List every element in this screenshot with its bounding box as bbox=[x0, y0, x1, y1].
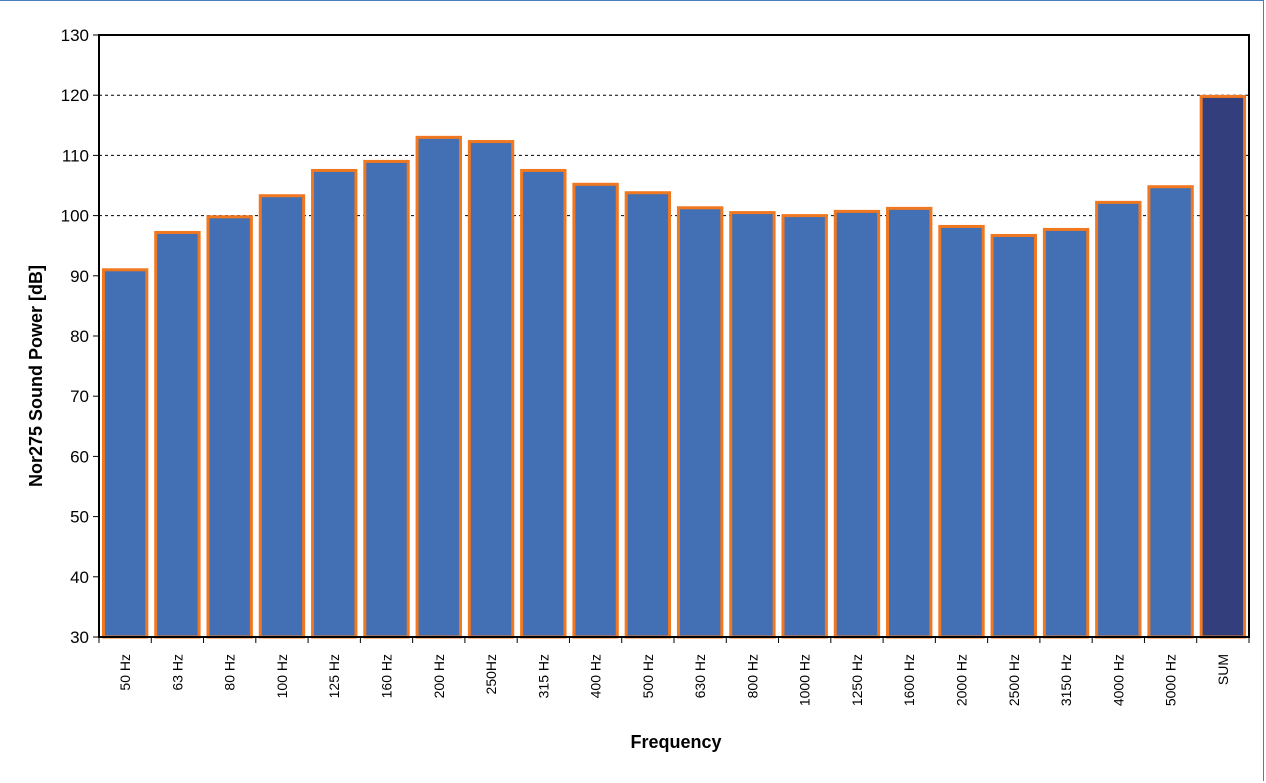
bar bbox=[990, 233, 1037, 639]
bar bbox=[363, 159, 410, 639]
y-axis-title: Nor275 Sound Power [dB] bbox=[26, 265, 46, 487]
x-category-label: 160 Hz bbox=[379, 654, 395, 698]
x-category-label: 80 Hz bbox=[222, 654, 238, 691]
x-category-label: 50 Hz bbox=[117, 654, 133, 691]
bar bbox=[1147, 185, 1194, 639]
x-category-label: 400 Hz bbox=[588, 654, 604, 698]
y-tick-label: 60 bbox=[70, 447, 89, 466]
x-category-label: 2500 Hz bbox=[1006, 654, 1022, 706]
y-tick-label: 100 bbox=[61, 207, 89, 226]
bar bbox=[938, 224, 985, 639]
bar bbox=[886, 206, 933, 639]
bar bbox=[101, 268, 149, 639]
y-tick-label: 110 bbox=[62, 146, 89, 165]
y-tick-label: 130 bbox=[61, 26, 89, 45]
bars bbox=[101, 94, 1247, 639]
bar bbox=[624, 191, 672, 639]
x-category-label: 5000 Hz bbox=[1163, 654, 1179, 706]
bar bbox=[311, 168, 358, 639]
y-axis-ticks: 30 40 50 60 70 80 90 100 110 120 130 bbox=[61, 26, 99, 647]
x-category-label: 500 Hz bbox=[640, 654, 656, 698]
y-tick-label: 80 bbox=[70, 327, 89, 346]
bar bbox=[729, 211, 776, 639]
x-category-label: 800 Hz bbox=[744, 654, 760, 698]
x-category-label: 630 Hz bbox=[692, 654, 708, 698]
bar bbox=[572, 182, 619, 639]
bar bbox=[206, 215, 253, 639]
x-category-label: 1250 Hz bbox=[849, 654, 865, 706]
bar bbox=[415, 135, 462, 639]
bar bbox=[1095, 200, 1142, 639]
x-category-label: 2000 Hz bbox=[954, 654, 970, 706]
x-category-label: 4000 Hz bbox=[1110, 654, 1126, 706]
y-tick-label: 90 bbox=[70, 267, 89, 286]
x-axis-title: Frequency bbox=[630, 732, 721, 752]
x-category-label: 3150 Hz bbox=[1058, 654, 1074, 706]
x-category-label: 250Hz bbox=[483, 654, 499, 694]
y-tick-label: 30 bbox=[70, 628, 89, 647]
bar bbox=[676, 206, 724, 639]
bar bbox=[258, 194, 306, 639]
y-tick-label: 50 bbox=[70, 508, 89, 527]
x-category-label: 63 Hz bbox=[169, 654, 185, 691]
y-tick-label: 120 bbox=[61, 86, 89, 105]
bar bbox=[154, 230, 201, 639]
bar bbox=[833, 209, 881, 639]
x-category-label: 315 Hz bbox=[535, 654, 551, 698]
x-category-label: 1600 Hz bbox=[901, 654, 917, 706]
y-tick-label: 40 bbox=[70, 568, 89, 587]
x-category-label: 125 Hz bbox=[326, 654, 342, 698]
x-category-label: 100 Hz bbox=[274, 654, 290, 698]
bar-sum bbox=[1199, 94, 1247, 639]
x-category-label: 200 Hz bbox=[431, 654, 447, 698]
bar bbox=[1042, 227, 1090, 639]
x-category-label: 1000 Hz bbox=[797, 654, 813, 706]
bar bbox=[520, 168, 567, 639]
y-tick-label: 70 bbox=[70, 387, 89, 406]
x-axis-ticks: 50 Hz 63 Hz 80 Hz 100 Hz 125 Hz 160 Hz 200 Hz 2… bbox=[98, 637, 1250, 706]
x-category-label: SUM bbox=[1215, 654, 1231, 685]
bar bbox=[781, 214, 828, 639]
bar bbox=[467, 140, 515, 639]
